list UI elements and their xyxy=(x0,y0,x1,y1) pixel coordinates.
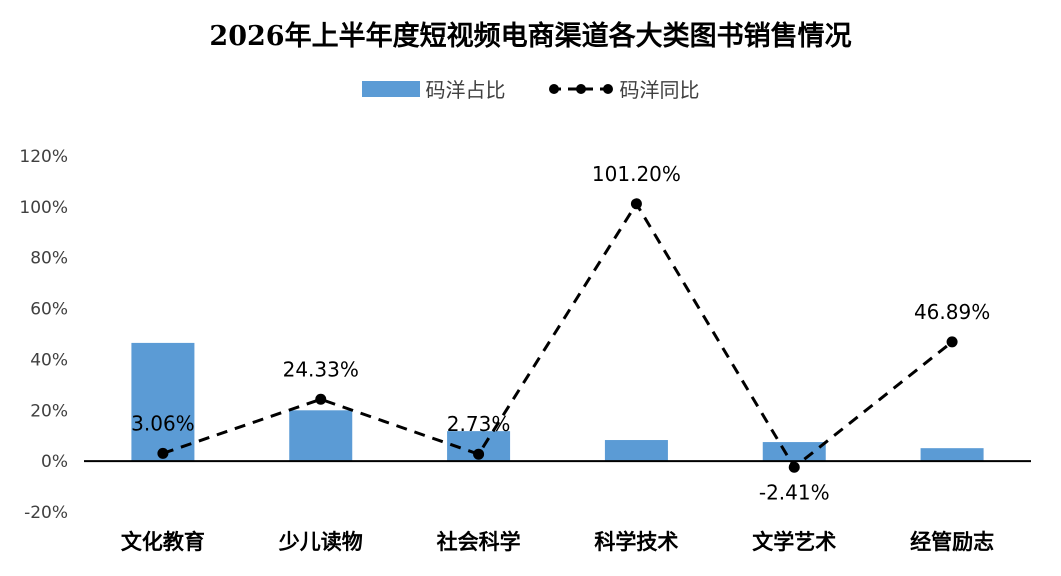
line-series-yoy xyxy=(162,200,954,470)
y-tick-label: 20% xyxy=(30,401,68,421)
data-label: 101.20% xyxy=(592,162,681,186)
legend-swatch-yoy xyxy=(548,83,613,94)
x-tick-label: 文化教育 xyxy=(121,530,205,554)
y-tick-label: 60% xyxy=(30,300,68,320)
data-label: 3.06% xyxy=(131,411,195,435)
data-label: 46.89% xyxy=(914,300,990,324)
y-tick-label: 80% xyxy=(30,249,68,269)
legend-item-yoy: 码洋同比 xyxy=(548,74,700,103)
y-tick-label: 40% xyxy=(30,350,68,370)
bar xyxy=(289,410,353,462)
line-point xyxy=(315,393,327,405)
legend-swatch-share xyxy=(361,80,420,97)
bar xyxy=(131,342,195,462)
line-point xyxy=(946,336,958,348)
data-label: -2.41% xyxy=(759,480,830,504)
chart-title: 2026年上半年度短视频电商渠道各大类图书销售情况 xyxy=(209,21,852,52)
legend-label-yoy: 码洋同比 xyxy=(619,78,700,102)
line-point xyxy=(473,448,485,460)
data-label: 24.33% xyxy=(283,357,359,381)
x-tick-label: 少儿读物 xyxy=(278,530,363,554)
line-point xyxy=(788,461,800,473)
data-label: 2.73% xyxy=(447,412,511,436)
legend-item-share: 码洋占比 xyxy=(361,74,506,103)
x-tick-label: 文学艺术 xyxy=(752,530,836,554)
y-tick-label: 0% xyxy=(41,452,68,472)
line-point xyxy=(157,447,169,459)
y-tick-label: -20% xyxy=(24,503,68,523)
x-tick-label: 科学技术 xyxy=(594,530,678,554)
y-tick-label: 100% xyxy=(19,198,68,218)
legend-label-share: 码洋占比 xyxy=(425,78,506,102)
line-point xyxy=(630,198,642,210)
x-tick-label: 经管励志 xyxy=(910,530,994,554)
bar xyxy=(604,440,668,462)
bar xyxy=(920,448,984,462)
bar xyxy=(762,442,826,462)
legend: 码洋占比 码洋同比 xyxy=(0,74,1061,103)
x-tick-label: 社会科学 xyxy=(436,530,521,554)
y-tick-label: 120% xyxy=(19,147,68,167)
